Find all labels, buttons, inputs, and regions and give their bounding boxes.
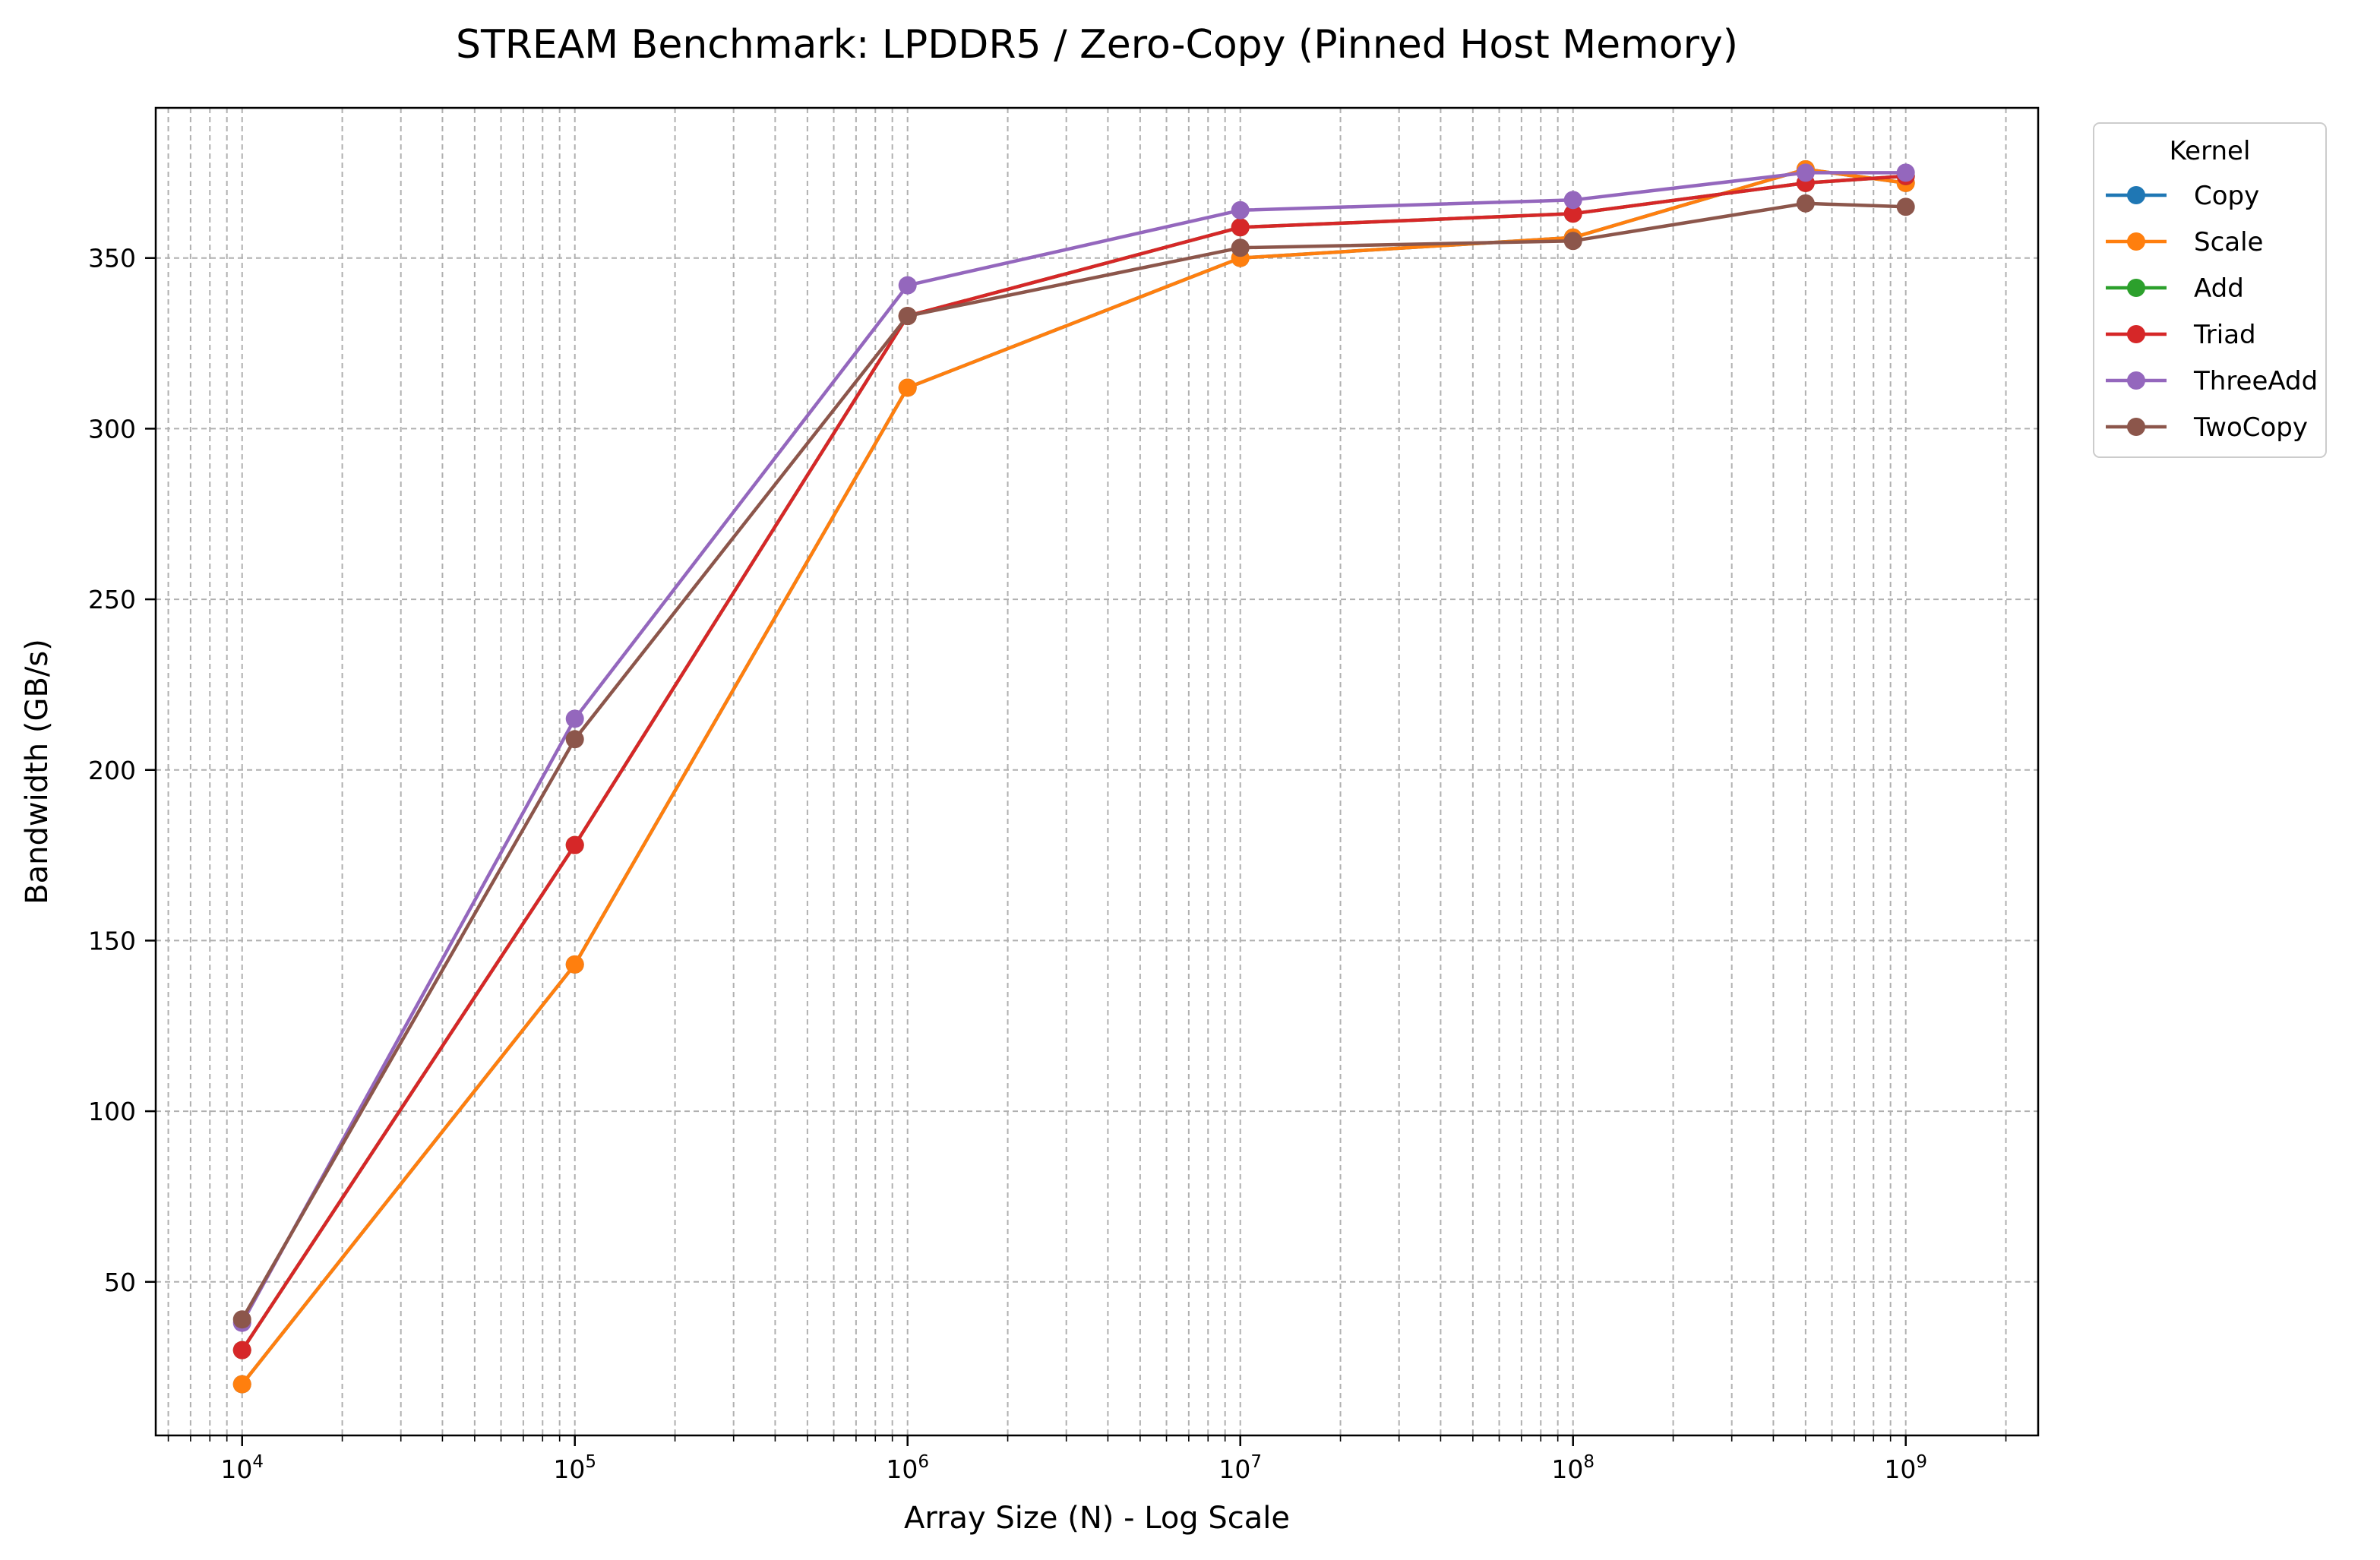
data-point-scale	[232, 1375, 251, 1394]
data-point-threeadd	[565, 709, 584, 728]
legend-label-add: Add	[2194, 273, 2244, 304]
data-point-twocopy	[898, 307, 917, 326]
series-layer	[232, 159, 1915, 1394]
legend-label-twocopy: TwoCopy	[2193, 412, 2308, 443]
data-point-threeadd	[1796, 163, 1815, 182]
series-line-add	[240, 174, 1906, 1351]
data-point-triad	[1231, 218, 1250, 237]
series-line-twocopy	[240, 201, 1906, 1321]
data-point-twocopy	[565, 730, 584, 749]
data-point-threeadd	[898, 276, 917, 295]
legend-box	[2093, 122, 2327, 458]
y-tick-label: 150	[88, 926, 136, 955]
x-tick-label: 106	[886, 1452, 929, 1484]
series-line-scale	[240, 167, 1907, 1385]
legend-label-scale: Scale	[2194, 227, 2263, 257]
series-line-threeadd	[240, 171, 1906, 1324]
y-tick-label: 250	[88, 585, 136, 614]
y-tick-label: 350	[88, 244, 136, 273]
data-point-scale	[898, 378, 917, 397]
data-point-twocopy	[1563, 232, 1582, 251]
legend-marker-copy	[2127, 186, 2145, 204]
legend-marker-twocopy	[2127, 418, 2145, 436]
legend-marker-triad	[2127, 325, 2145, 343]
legend-label-threeadd: ThreeAdd	[2193, 366, 2318, 396]
x-tick-label: 105	[553, 1452, 596, 1484]
data-point-twocopy	[232, 1310, 251, 1329]
data-point-triad	[565, 835, 584, 854]
data-point-triad	[1563, 204, 1582, 223]
y-tick-label: 50	[104, 1268, 136, 1297]
plot-area-frame	[154, 106, 2040, 1437]
legend-marker-scale	[2127, 232, 2145, 251]
data-point-threeadd	[1896, 163, 1915, 182]
x-axis-label: Array Size (N) - Log Scale	[904, 1501, 1290, 1536]
legend-label-triad: Triad	[2193, 320, 2256, 350]
y-tick-label: 300	[88, 414, 136, 444]
series-line-triad	[240, 174, 1906, 1351]
x-tick-label: 109	[1884, 1452, 1927, 1484]
data-point-threeadd	[1563, 191, 1582, 210]
data-point-twocopy	[1796, 194, 1815, 213]
data-point-threeadd	[1231, 201, 1250, 219]
legend-marker-add	[2127, 279, 2145, 297]
legend: Kernel Copy Scale Add Triad ThreeAdd TwoCopy	[2093, 122, 2327, 458]
data-point-triad	[232, 1341, 251, 1359]
axis-ticks: 50 100 150 200 250 300 350 104 105 106 107 108 109	[88, 244, 2007, 1484]
data-point-twocopy	[1896, 197, 1915, 216]
chart-title: STREAM Benchmark: LPDDR5 / Zero-Copy (Pi…	[456, 22, 1738, 68]
legend-label-copy: Copy	[2194, 181, 2259, 211]
y-tick-label: 200	[88, 756, 136, 785]
series-line-copy	[240, 167, 1907, 1385]
x-tick-label: 104	[220, 1452, 264, 1484]
data-point-scale	[565, 955, 584, 974]
legend-title: Kernel	[2170, 136, 2251, 166]
x-tick-label: 107	[1218, 1452, 1262, 1484]
y-tick-label: 100	[88, 1097, 136, 1126]
y-axis-label: Bandwidth (GB/s)	[20, 639, 55, 905]
x-tick-label: 108	[1551, 1452, 1595, 1484]
legend-marker-threeadd	[2127, 371, 2145, 390]
grid-lines	[156, 108, 2038, 1435]
data-point-twocopy	[1231, 238, 1250, 257]
